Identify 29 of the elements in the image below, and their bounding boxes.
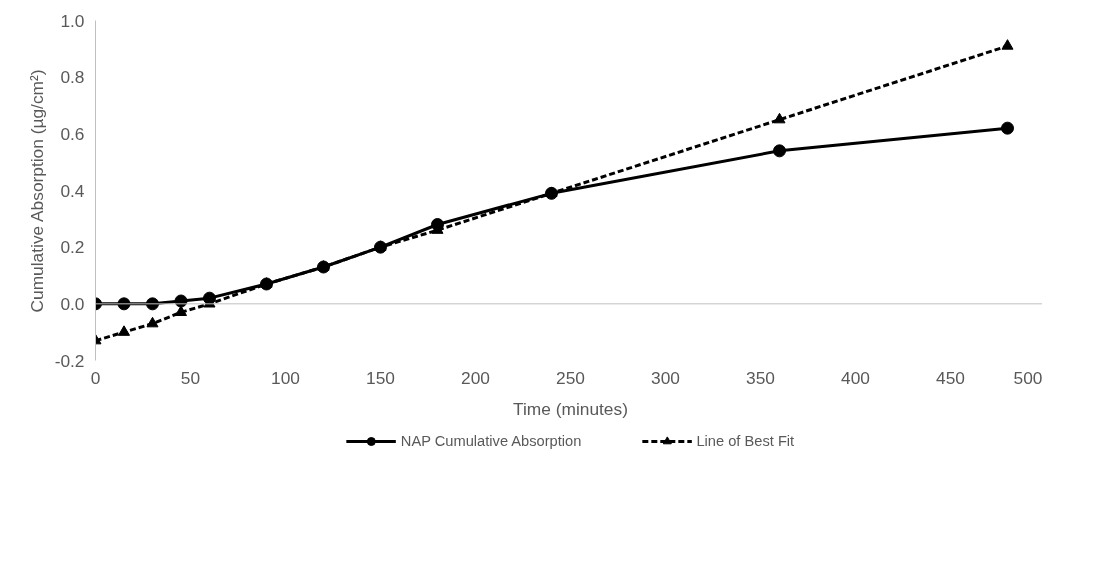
x-tick-label: 100 <box>271 367 300 388</box>
y-tick-label: -0.2 <box>54 350 85 371</box>
point <box>146 316 159 328</box>
y-tick-label: 1.0 <box>60 10 85 31</box>
point <box>1001 39 1014 50</box>
y-tick-label: 0.0 <box>60 293 85 314</box>
x-tick-label: 400 <box>841 367 870 388</box>
x-tick-label: 0 <box>90 367 101 388</box>
x-tick-label: 450 <box>936 367 965 388</box>
x-tick-label: 350 <box>746 367 775 388</box>
legend-label: Line of Best Fit <box>696 433 795 449</box>
x-tick-label: 50 <box>180 367 201 388</box>
y-axis-title: Cumulative Absorption (µg/cm²) <box>26 69 47 313</box>
point <box>773 144 786 158</box>
point <box>773 112 786 124</box>
x-axis-title: Time (minutes) <box>513 398 628 419</box>
x-tick-label: 200 <box>461 367 490 388</box>
y-tick-label: 0.6 <box>60 123 85 144</box>
legend-label: NAP Cumulative Absorption <box>400 433 582 449</box>
y-tick-label: 0.2 <box>60 237 85 258</box>
x-tick-label: 300 <box>651 367 680 388</box>
point <box>175 305 187 317</box>
x-tick-label: 150 <box>366 367 395 388</box>
point <box>1001 121 1014 135</box>
y-tick-label: 0.4 <box>60 180 85 201</box>
x-tick-label: 250 <box>556 367 585 388</box>
x-tick-label: 500 <box>1013 367 1043 388</box>
y-tick-label: 0.8 <box>60 67 85 88</box>
point <box>118 325 130 336</box>
